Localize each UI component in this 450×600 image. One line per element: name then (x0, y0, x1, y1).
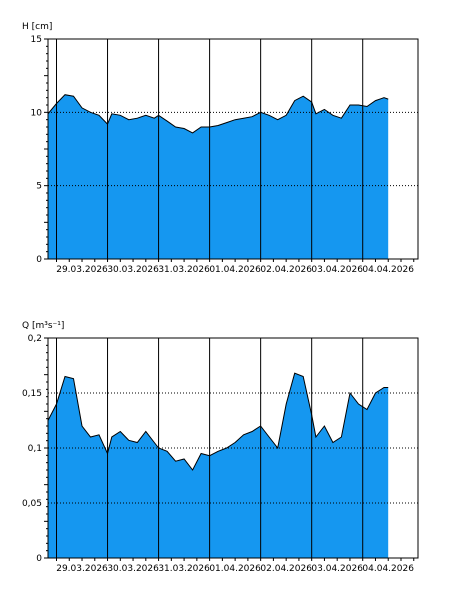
series-area (48, 373, 389, 558)
y-tick-label: 0,1 (28, 444, 42, 454)
x-tick-label: 31.03.2026 (158, 564, 210, 574)
x-tick-label: 04.04.2026 (362, 564, 414, 574)
y-tick-label: 0,2 (28, 334, 42, 344)
y-axis-label: Q [m³s⁻¹] (22, 321, 64, 331)
x-tick-label: 30.03.2026 (107, 265, 159, 275)
y-tick-label: 0 (36, 255, 42, 265)
x-tick-label: 03.04.2026 (311, 265, 363, 275)
y-tick-label: 15 (31, 35, 42, 45)
y-tick-label: 0 (36, 554, 42, 564)
y-tick-label: 5 (36, 182, 42, 192)
series-area (48, 94, 389, 259)
x-tick-label: 04.04.2026 (362, 265, 414, 275)
x-tick-label: 03.04.2026 (311, 564, 363, 574)
x-tick-label: 29.03.2026 (56, 265, 108, 275)
x-tick-label: 02.04.2026 (260, 265, 312, 275)
x-tick-label: 01.04.2026 (209, 265, 261, 275)
y-tick-label: 0,05 (22, 499, 42, 509)
x-tick-label: 29.03.2026 (56, 564, 108, 574)
chart-1: 0 5 10 15 H [cm] 29.03.2026 30.03.2026 31.03.20… (22, 22, 419, 275)
x-tick-label: 02.04.2026 (260, 564, 312, 574)
x-tick-label: 30.03.2026 (107, 564, 159, 574)
chart-2: 0 0,05 0,1 0,15 0,2 Q [m³s⁻¹] 29.03.2026 30.03.… (22, 321, 419, 574)
x-tick-label: 01.04.2026 (209, 564, 261, 574)
y-tick-label: 0,15 (22, 389, 42, 399)
x-tick-label: 31.03.2026 (158, 265, 210, 275)
y-axis-label: H [cm] (22, 22, 52, 32)
y-tick-label: 10 (31, 108, 43, 118)
